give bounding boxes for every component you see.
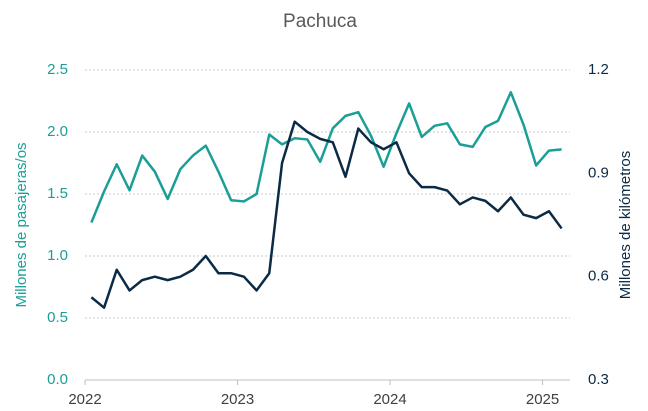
y-tick-label: 1.5 — [47, 185, 68, 202]
x-tick-label: 2024 — [373, 391, 406, 408]
y2-tick-label: 0.9 — [588, 164, 609, 181]
y-tick-label: 2.5 — [47, 61, 68, 78]
x-tick-label: 2022 — [68, 391, 101, 408]
data-line — [90, 120, 563, 309]
y2-tick-label: 0.6 — [588, 268, 609, 285]
y2-tick-label: 0.3 — [588, 371, 609, 388]
x-tick-label: 2025 — [526, 391, 559, 408]
y2-tick-label: 1.2 — [588, 61, 609, 78]
data-line — [90, 91, 562, 223]
chart-title: Pachuca — [283, 11, 357, 32]
y-axis-label: Millones de pasajeras/os — [13, 142, 30, 307]
y-tick-label: 2.0 — [47, 123, 68, 140]
x-tick-label: 2023 — [221, 391, 254, 408]
y-tick-label: 0.5 — [47, 309, 68, 326]
y-tick-label: 1.0 — [47, 247, 68, 264]
y2-axis-label: Millones de kilómetros — [617, 151, 634, 299]
y-tick-label: 0.0 — [47, 371, 68, 388]
